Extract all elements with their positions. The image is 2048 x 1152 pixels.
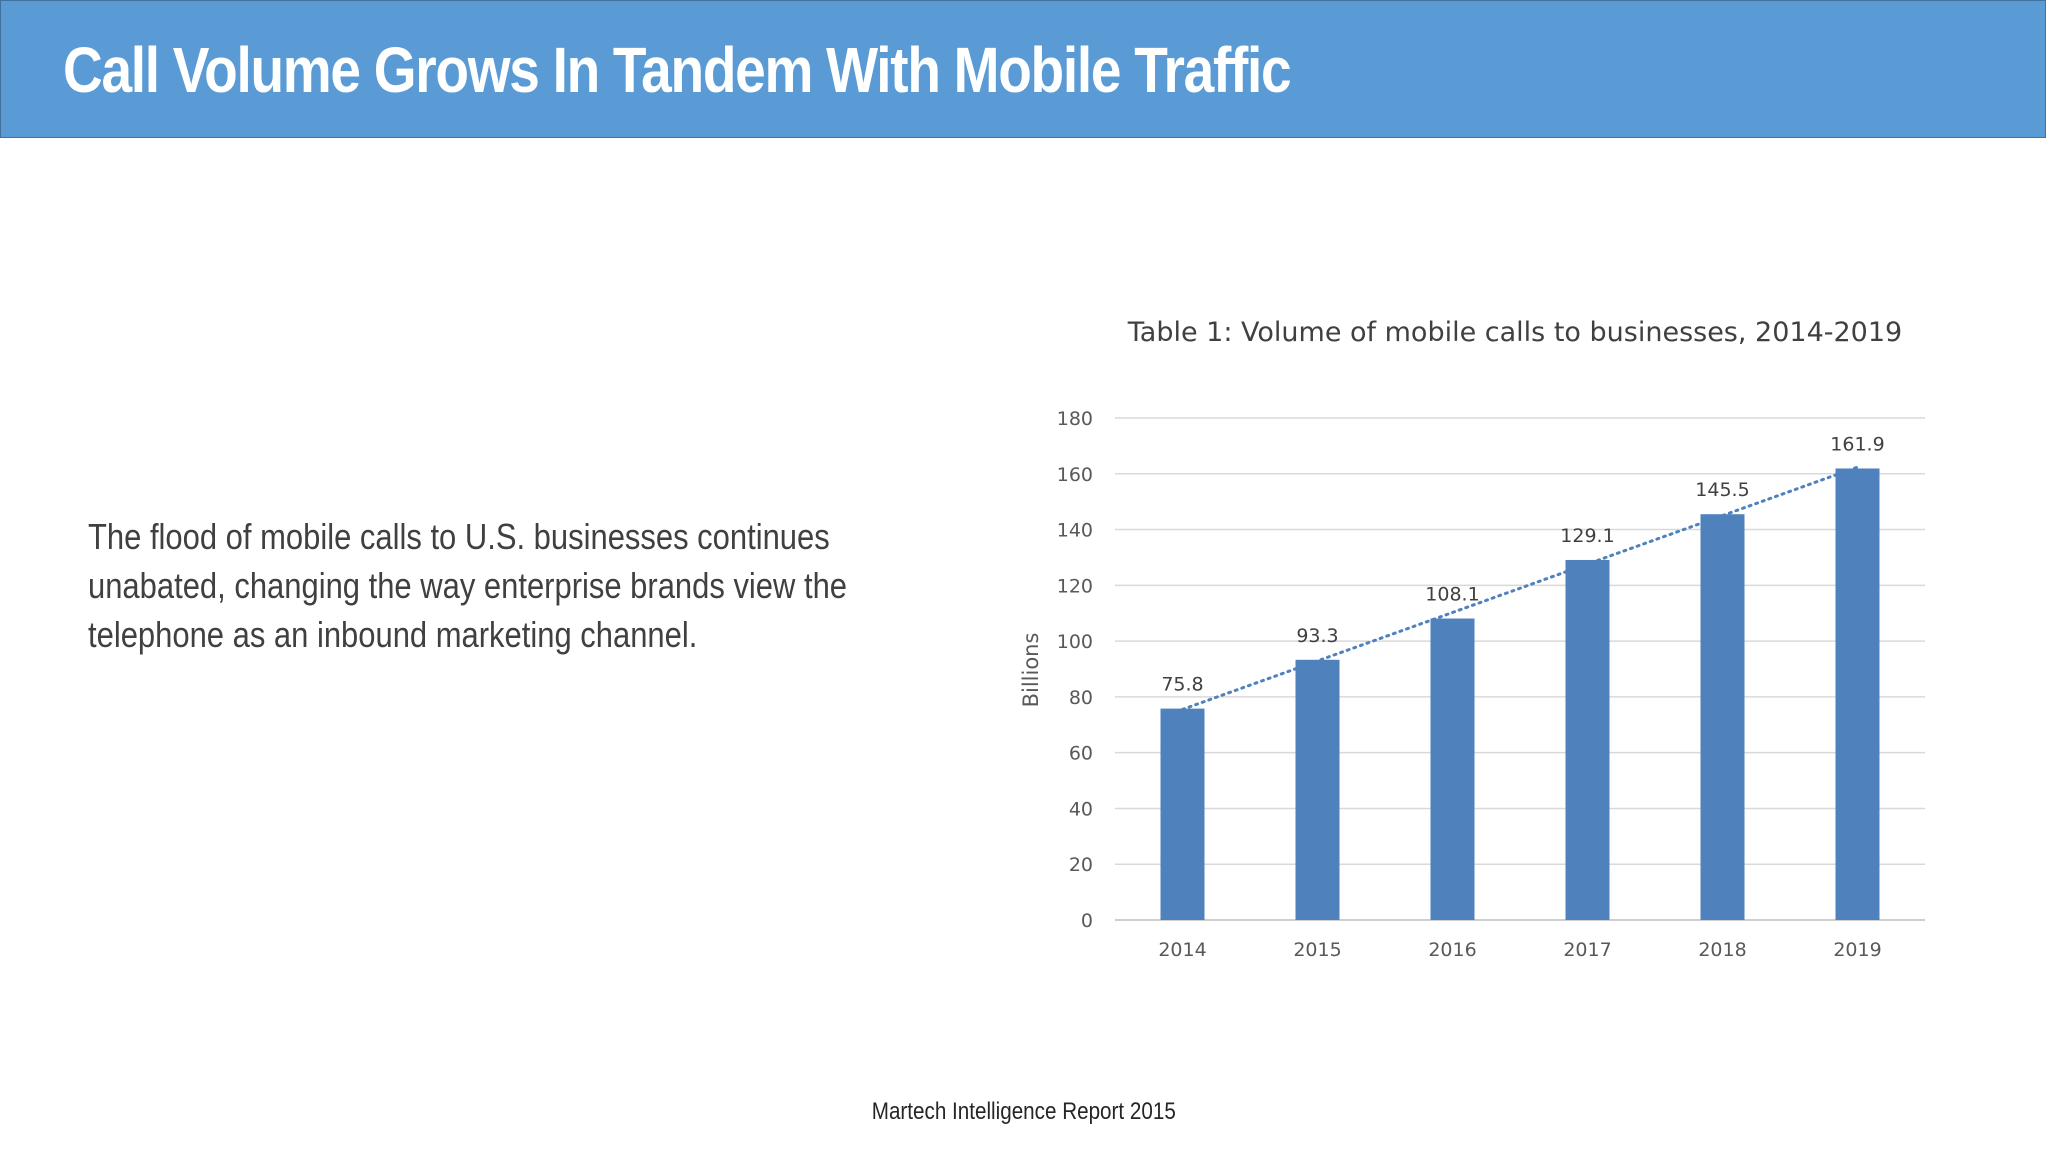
bar: [1565, 559, 1610, 920]
bars: [1160, 468, 1880, 920]
y-tick-label: 40: [1069, 798, 1093, 820]
bar-chart: Table 1: Volume of mobile calls to busin…: [1010, 300, 1960, 980]
bar: [1430, 618, 1475, 920]
slide-title: Call Volume Grows In Tandem With Mobile …: [63, 34, 1292, 106]
y-tick-label: 100: [1057, 631, 1093, 653]
bar: [1160, 708, 1205, 920]
y-tick-label: 160: [1057, 464, 1093, 486]
data-label: 161.9: [1830, 433, 1884, 455]
body-paragraph: The flood of mobile calls to U.S. busine…: [88, 516, 848, 655]
chart-title: Table 1: Volume of mobile calls to busin…: [1127, 317, 1902, 348]
y-tick-label: 60: [1069, 743, 1093, 765]
gridlines: [1115, 417, 1925, 921]
footer-source: Martech Intelligence Report 2015: [0, 1098, 2048, 1126]
y-tick-label: 120: [1057, 575, 1093, 597]
bar: [1700, 514, 1745, 920]
x-tick-label: 2014: [1158, 939, 1206, 961]
data-label: 93.3: [1296, 625, 1338, 647]
x-tick-label: 2019: [1833, 939, 1881, 961]
data-label: 145.5: [1695, 479, 1749, 501]
y-tick-label: 20: [1069, 854, 1093, 876]
trendline-path: [1181, 465, 1859, 711]
y-tick-labels: 0 20 40 60 80 100 120 140 160 180: [1057, 408, 1093, 932]
footer-text: Martech Intelligence Report 2015: [871, 1098, 1177, 1125]
y-tick-label: 0: [1081, 910, 1093, 932]
y-tick-label: 80: [1069, 687, 1093, 709]
data-label: 129.1: [1560, 525, 1614, 547]
y-axis-label: Billions: [1019, 633, 1043, 708]
x-tick-label: 2015: [1293, 939, 1341, 961]
chart-svg: Table 1: Volume of mobile calls to busin…: [1019, 317, 1925, 961]
x-tick-label: 2018: [1698, 939, 1746, 961]
data-label: 108.1: [1425, 584, 1479, 606]
title-bar: Call Volume Grows In Tandem With Mobile …: [0, 0, 2046, 138]
data-labels: 75.8 93.3 108.1 129.1 145.5 161.9: [1161, 433, 1884, 695]
y-tick-label: 140: [1057, 520, 1093, 542]
trendline: [1181, 465, 1859, 711]
y-tick-label: 180: [1057, 408, 1093, 430]
x-tick-labels: 2014 2015 2016 2017 2018 2019: [1158, 939, 1881, 961]
bar: [1295, 659, 1340, 920]
data-label: 75.8: [1161, 674, 1203, 696]
x-tick-label: 2017: [1563, 939, 1611, 961]
x-tick-label: 2016: [1428, 939, 1476, 961]
bar: [1835, 468, 1880, 920]
